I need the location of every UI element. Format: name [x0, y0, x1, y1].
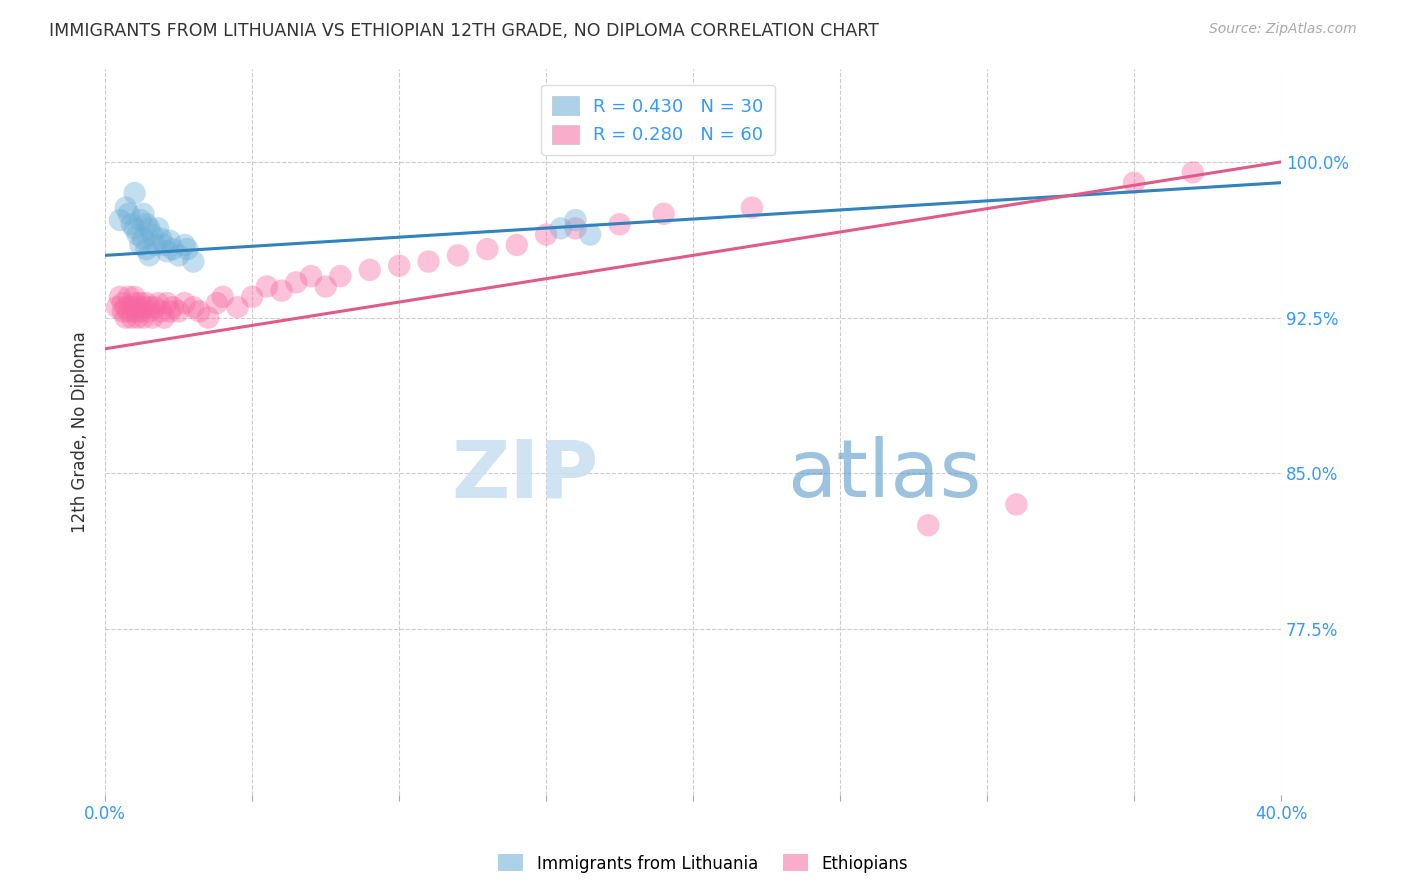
Point: [609, 217, 631, 231]
Point: [111, 296, 134, 310]
Point: [652, 207, 675, 221]
Point: [270, 284, 292, 298]
Point: [564, 221, 586, 235]
Point: [329, 269, 352, 284]
Point: [162, 300, 184, 314]
Legend: Immigrants from Lithuania, Ethiopians: Immigrants from Lithuania, Ethiopians: [492, 847, 914, 880]
Point: [108, 290, 131, 304]
Point: [135, 296, 157, 310]
Point: [114, 201, 136, 215]
Text: IMMIGRANTS FROM LITHUANIA VS ETHIOPIAN 12TH GRADE, NO DIPLOMA CORRELATION CHART: IMMIGRANTS FROM LITHUANIA VS ETHIOPIAN 1…: [49, 22, 879, 40]
Point: [315, 279, 337, 293]
Point: [124, 296, 146, 310]
Point: [121, 217, 143, 231]
Point: [917, 518, 939, 533]
Point: [114, 300, 136, 314]
Point: [121, 310, 143, 325]
Point: [211, 290, 233, 304]
Point: [447, 248, 470, 262]
Point: [114, 310, 136, 325]
Point: [129, 296, 152, 310]
Point: [534, 227, 557, 242]
Point: [132, 310, 155, 325]
Point: [127, 227, 149, 242]
Point: [477, 242, 499, 256]
Point: [138, 300, 160, 314]
Point: [124, 221, 146, 235]
Point: [205, 296, 228, 310]
Text: Source: ZipAtlas.com: Source: ZipAtlas.com: [1209, 22, 1357, 37]
Point: [118, 304, 141, 318]
Point: [550, 221, 572, 235]
Point: [138, 248, 160, 262]
Point: [188, 304, 211, 318]
Point: [359, 263, 381, 277]
Point: [162, 242, 184, 256]
Point: [129, 304, 152, 318]
Point: [146, 296, 169, 310]
Point: [1181, 165, 1204, 179]
Point: [299, 269, 322, 284]
Point: [153, 238, 176, 252]
Point: [506, 238, 529, 252]
Point: [132, 232, 155, 246]
Point: [138, 221, 160, 235]
Point: [127, 300, 149, 314]
Point: [197, 310, 219, 325]
Point: [183, 300, 205, 314]
Point: [132, 207, 155, 221]
Point: [118, 207, 141, 221]
Text: atlas: atlas: [787, 436, 981, 515]
Point: [183, 254, 205, 268]
Point: [135, 242, 157, 256]
Point: [176, 242, 198, 256]
Y-axis label: 12th Grade, No Diploma: 12th Grade, No Diploma: [72, 331, 89, 533]
Point: [105, 300, 128, 314]
Point: [127, 310, 149, 325]
Point: [124, 304, 146, 318]
Point: [132, 300, 155, 314]
Point: [150, 232, 173, 246]
Legend: R = 0.430   N = 30, R = 0.280   N = 60: R = 0.430 N = 30, R = 0.280 N = 60: [541, 85, 775, 155]
Point: [167, 304, 190, 318]
Point: [150, 304, 173, 318]
Point: [173, 296, 195, 310]
Point: [1005, 498, 1028, 512]
Point: [118, 290, 141, 304]
Point: [167, 248, 190, 262]
Point: [153, 310, 176, 325]
Point: [141, 310, 163, 325]
Point: [143, 300, 166, 314]
Point: [564, 213, 586, 227]
Point: [121, 300, 143, 314]
Point: [124, 186, 146, 200]
Text: ZIP: ZIP: [451, 436, 599, 515]
Point: [129, 213, 152, 227]
Point: [146, 221, 169, 235]
Point: [226, 300, 249, 314]
Point: [159, 234, 181, 248]
Point: [129, 238, 152, 252]
Point: [124, 290, 146, 304]
Point: [135, 217, 157, 231]
Point: [418, 254, 440, 268]
Point: [285, 276, 308, 290]
Point: [156, 244, 179, 259]
Point: [111, 304, 134, 318]
Point: [1123, 176, 1146, 190]
Point: [159, 304, 181, 318]
Point: [156, 296, 179, 310]
Point: [741, 201, 763, 215]
Point: [108, 213, 131, 227]
Point: [173, 238, 195, 252]
Point: [256, 279, 278, 293]
Point: [240, 290, 263, 304]
Point: [143, 238, 166, 252]
Point: [141, 227, 163, 242]
Point: [579, 227, 602, 242]
Point: [138, 304, 160, 318]
Point: [388, 259, 411, 273]
